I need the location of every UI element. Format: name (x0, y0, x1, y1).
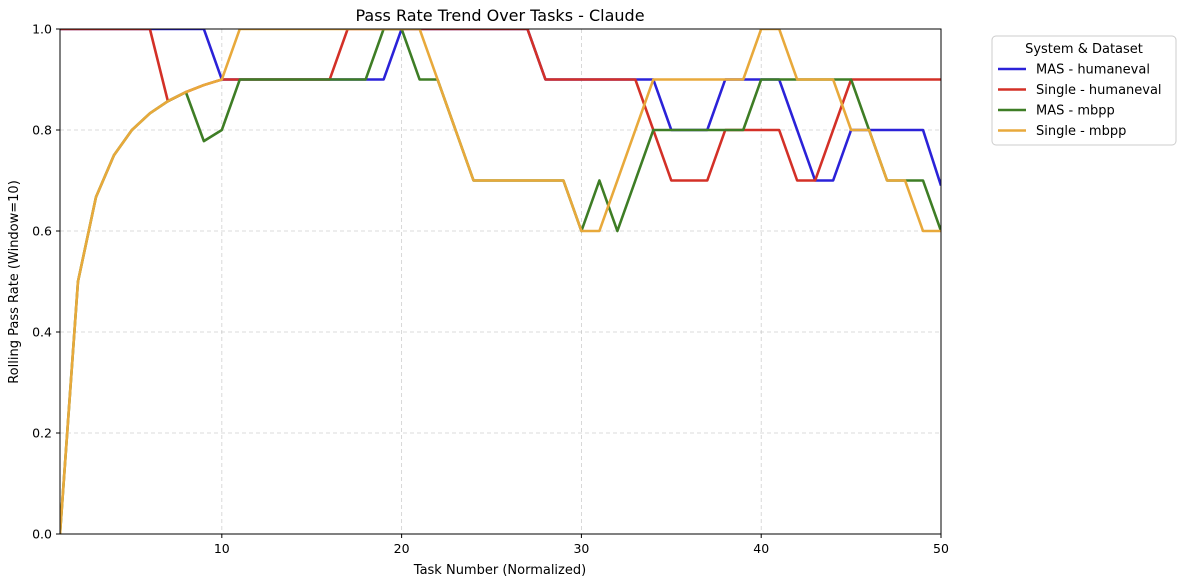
x-tick-label: 30 (573, 541, 589, 556)
legend-box (991, 35, 1177, 146)
y-tick-label: 0.6 (32, 224, 52, 239)
y-tick-label: 0.4 (32, 325, 52, 340)
grid-lines (60, 28, 942, 535)
plot-frame (59, 28, 942, 535)
y-tick-label: 1.0 (32, 22, 52, 37)
y-tick-label: 0.8 (32, 123, 52, 138)
legend-label-mas-mbpp: MAS - mbpp (1036, 104, 1115, 119)
x-tick-label: 10 (214, 541, 230, 556)
series-line-mas-humaneval (60, 29, 941, 186)
x-tick-label: 50 (933, 541, 949, 556)
legend: System & Dataset MAS - humaneval Single -… (991, 35, 1177, 146)
y-tick-label: 0.2 (32, 426, 52, 441)
legend-title: System & Dataset (1025, 42, 1143, 57)
legend-label-mas-humaneval: MAS - humaneval (1036, 63, 1150, 78)
x-axis-label: Task Number (Normalized) (413, 563, 586, 578)
legend-label-single-mbpp: Single - mbpp (1036, 124, 1126, 139)
y-axis-label: Rolling Pass Rate (Window=10) (7, 180, 22, 384)
series-line-single-mbpp (60, 29, 941, 534)
x-tick-label: 20 (394, 541, 410, 556)
legend-items: MAS - humaneval Single - humaneval MAS - m… (998, 63, 1162, 139)
series-layer (60, 29, 941, 534)
x-axis: 10 20 30 40 50 (214, 534, 949, 556)
x-tick-label: 40 (753, 541, 769, 556)
y-tick-label: 0.0 (32, 527, 52, 542)
chart-title: Pass Rate Trend Over Tasks - Claude (355, 6, 644, 25)
y-axis: 0.0 0.2 0.4 0.6 0.8 1.0 (32, 22, 60, 542)
legend-label-single-humaneval: Single - humaneval (1036, 83, 1162, 98)
